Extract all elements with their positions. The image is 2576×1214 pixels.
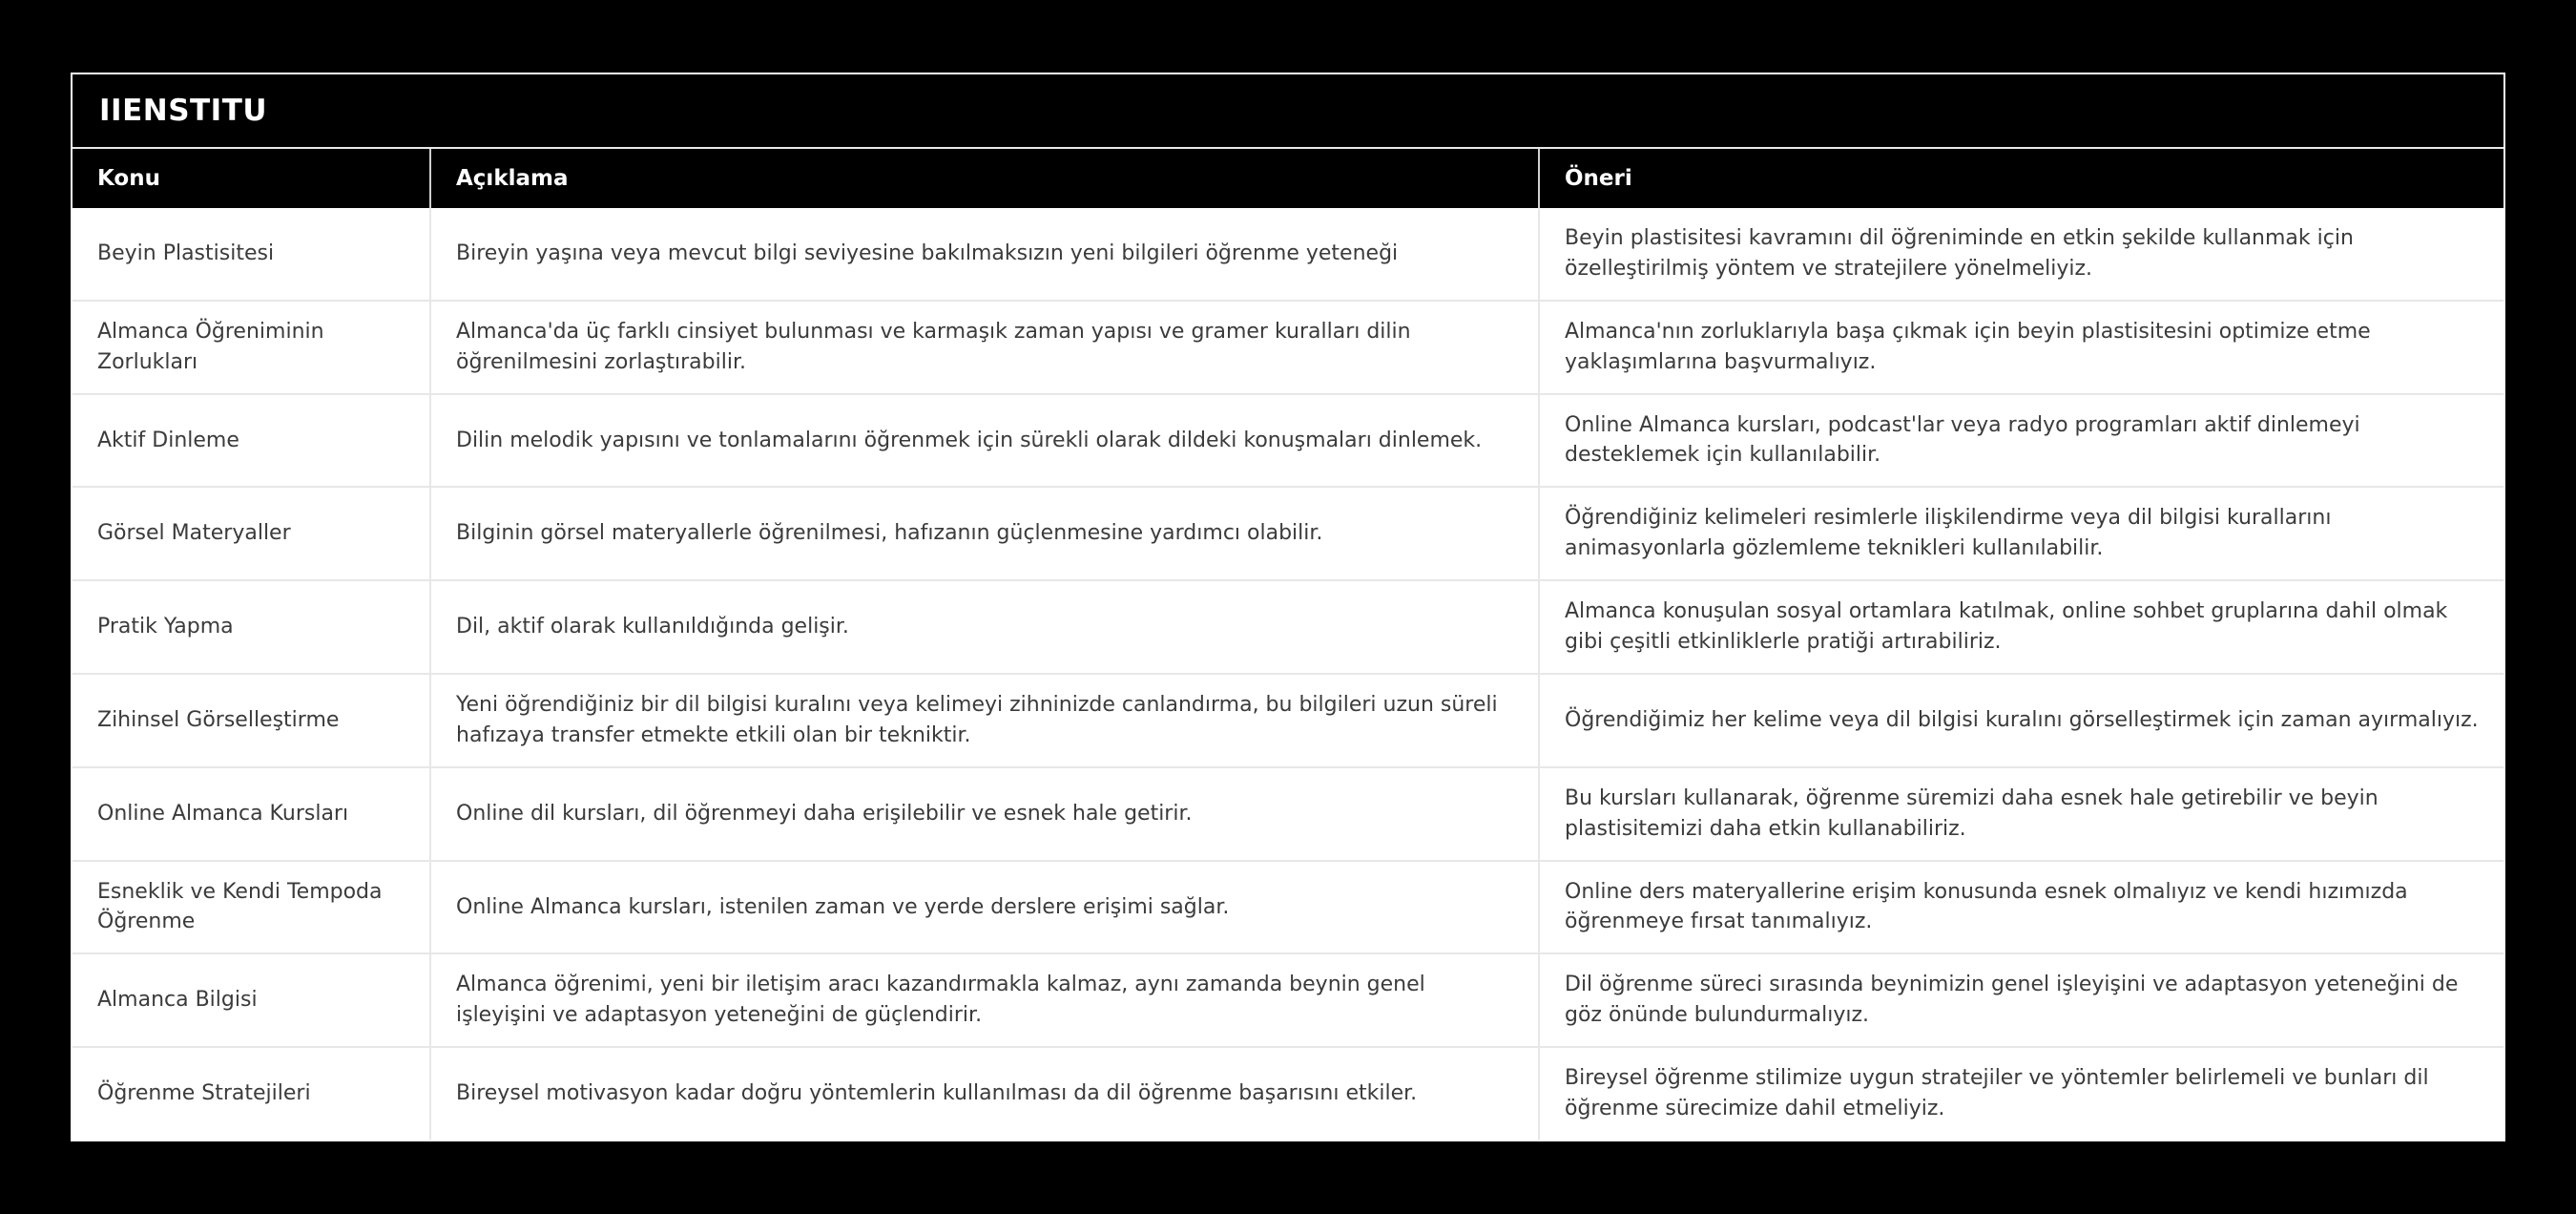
cell-oneri: Almanca'nın zorluklarıyla başa çıkmak iç… <box>1538 301 2503 393</box>
page-title: IIENSTITU <box>73 74 2503 149</box>
cell-oneri: Bu kursları kullanarak, öğrenme süremizi… <box>1538 767 2503 860</box>
cell-oneri: Bireysel öğrenme stilimize uygun stratej… <box>1538 1048 2503 1140</box>
column-header-oneri: Öneri <box>1538 149 2503 208</box>
column-header-aciklama: Açıklama <box>429 149 1538 208</box>
cell-konu: Almanca Öğreniminin Zorlukları <box>97 319 324 374</box>
cell-oneri: Online ders materyallerine erişim konusu… <box>1538 861 2503 953</box>
cell-konu: Aktif Dinleme <box>97 428 239 452</box>
table-row: Pratik Yapma Dil, aktif olarak kullanıld… <box>73 579 2503 673</box>
cell-aciklama: Bireysel motivasyon kadar doğru yöntemle… <box>429 1048 1538 1140</box>
table-body: Beyin Plastisitesi Bireyin yaşına veya m… <box>73 208 2503 1140</box>
column-header-konu: Konu <box>97 166 160 191</box>
cell-oneri: Almanca konuşulan sosyal ortamlara katıl… <box>1538 581 2503 673</box>
cell-aciklama: Online dil kursları, dil öğrenmeyi daha … <box>429 767 1538 860</box>
table-row: Online Almanca Kursları Online dil kursl… <box>73 765 2503 860</box>
table-row: Esneklik ve Kendi Tempoda Öğrenme Online… <box>73 859 2503 953</box>
cell-aciklama: Almanca öğrenimi, yeni bir iletişim arac… <box>429 954 1538 1047</box>
cell-konu: Görsel Materyaller <box>97 521 291 546</box>
table-row: Beyin Plastisitesi Bireyin yaşına veya m… <box>73 208 2503 300</box>
page-title-text: IIENSTITU <box>99 94 268 128</box>
cell-konu: Esneklik ve Kendi Tempoda Öğrenme <box>97 879 383 934</box>
table-row: Almanca Bilgisi Almanca öğrenimi, yeni b… <box>73 952 2503 1047</box>
cell-oneri: Öğrendiğimiz her kelime veya dil bilgisi… <box>1538 674 2503 766</box>
table-row: Almanca Öğreniminin Zorlukları Almanca'd… <box>73 299 2503 393</box>
cell-aciklama: Almanca'da üç farklı cinsiyet bulunması … <box>429 301 1538 393</box>
table-row: Aktif Dinleme Dilin melodik yapısını ve … <box>73 392 2503 487</box>
cell-aciklama: Bireyin yaşına veya mevcut bilgi seviyes… <box>429 208 1538 300</box>
cell-aciklama: Bilginin görsel materyallerle öğrenilmes… <box>429 488 1538 580</box>
cell-konu: Öğrenme Stratejileri <box>97 1081 311 1106</box>
cell-aciklama: Dilin melodik yapısını ve tonlamalarını … <box>429 394 1538 487</box>
table-row: Görsel Materyaller Bilginin görsel mater… <box>73 486 2503 580</box>
content-table: IIENSTITU Konu Açıklama Öneri Beyin Plas… <box>71 73 2505 1141</box>
cell-aciklama: Dil, aktif olarak kullanıldığında gelişi… <box>429 581 1538 673</box>
table-header-row: Konu Açıklama Öneri <box>73 149 2503 208</box>
cell-konu: Pratik Yapma <box>97 615 234 639</box>
cell-oneri: Dil öğrenme süreci sırasında beynimizin … <box>1538 954 2503 1047</box>
cell-oneri: Online Almanca kursları, podcast'lar vey… <box>1538 394 2503 487</box>
cell-oneri: Beyin plastisitesi kavramını dil öğrenim… <box>1538 208 2503 300</box>
cell-konu: Zihinsel Görselleştirme <box>97 707 340 732</box>
cell-konu: Beyin Plastisitesi <box>97 241 275 265</box>
cell-konu: Almanca Bilgisi <box>97 988 258 1013</box>
cell-oneri: Öğrendiğiniz kelimeleri resimlerle ilişk… <box>1538 488 2503 580</box>
cell-aciklama: Online Almanca kursları, istenilen zaman… <box>429 861 1538 953</box>
table-row: Öğrenme Stratejileri Bireysel motivasyon… <box>73 1046 2503 1140</box>
cell-konu: Online Almanca Kursları <box>97 801 349 826</box>
table-row: Zihinsel Görselleştirme Yeni öğrendiğini… <box>73 672 2503 766</box>
cell-aciklama: Yeni öğrendiğiniz bir dil bilgisi kuralı… <box>429 674 1538 766</box>
